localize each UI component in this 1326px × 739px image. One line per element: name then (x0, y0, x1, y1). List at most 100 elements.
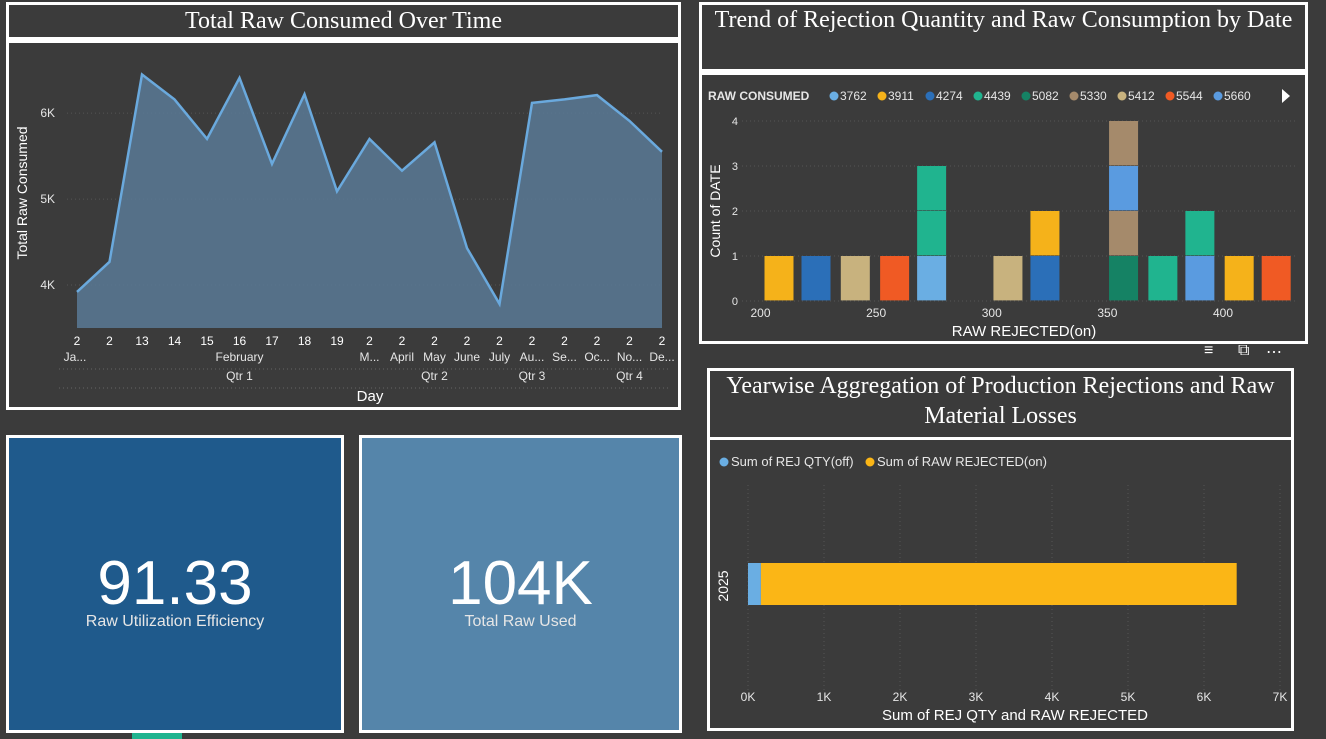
area-fill (77, 74, 662, 328)
bar-segment (748, 563, 761, 605)
x-tick-label: 3K (969, 690, 984, 704)
x-day-label: 2 (399, 334, 406, 348)
page-tab-indicator[interactable] (132, 733, 182, 739)
filter-icon[interactable]: ≡ (1204, 342, 1214, 359)
x-tick-label: 1K (817, 690, 832, 704)
x-day-label: 2 (431, 334, 438, 348)
y-tick-label: 4K (40, 278, 55, 292)
x-tick-label: 250 (866, 306, 886, 320)
bar-segment (840, 256, 870, 301)
bar-segment (760, 563, 1237, 605)
stacked-chart-title: Trend of Rejection Quantity and Raw Cons… (699, 2, 1308, 72)
legend-marker (925, 91, 935, 101)
x-tick-label: 2K (893, 690, 908, 704)
x-axis-title: RAW REJECTED(on) (952, 323, 1096, 340)
x-quarter-label: Qtr 3 (519, 369, 546, 383)
bar-segment (1185, 211, 1215, 256)
x-tick-label: 400 (1213, 306, 1233, 320)
x-quarter-label: Qtr 4 (616, 369, 643, 383)
x-month-label: M... (360, 350, 380, 364)
x-day-label: 2 (106, 334, 113, 348)
bar-segment (1109, 211, 1139, 256)
stacked-chart[interactable]: RAW CONSUMED 3762 3911 4274 4439 5082 5330 5412… (702, 75, 1305, 341)
y-tick-label: 4 (732, 116, 738, 128)
bar-segment (1109, 121, 1139, 166)
x-day-label: 2 (659, 334, 666, 348)
line-chart[interactable]: 6K 5K 4K 2 2 13 14 15 16 17 18 19 2 2 2 2 2 2 2 2 2 2 Ja... Feb… (9, 43, 678, 407)
x-month-label: De... (649, 350, 674, 364)
legend-marker (865, 457, 875, 467)
bar-segment (801, 256, 831, 301)
x-axis-title: Sum of REJ QTY and RAW REJECTED (882, 707, 1148, 724)
x-day-label: 18 (298, 334, 312, 348)
x-day-label: 17 (265, 334, 279, 348)
x-day-label: 2 (626, 334, 633, 348)
y-tick-label: 0 (732, 296, 738, 308)
bar-segment (1109, 256, 1139, 301)
x-month-label: July (489, 350, 510, 364)
legend-marker (1021, 91, 1031, 101)
y-tick-label: 3 (732, 161, 738, 173)
line-chart-panel[interactable]: 6K 5K 4K 2 2 13 14 15 16 17 18 19 2 2 2 2 2 2 2 2 2 2 Ja... Feb… (6, 40, 681, 410)
x-tick-label: 0K (741, 690, 756, 704)
legend-label: Sum of RAW REJECTED(on) (877, 454, 1047, 469)
bar-segment (1030, 256, 1060, 301)
x-tick-label: 200 (750, 306, 770, 320)
x-tick-label: 350 (1097, 306, 1117, 320)
bar-chart-title: Yearwise Aggregation of Production Rejec… (707, 368, 1294, 440)
bar-chart[interactable]: Sum of REJ QTY(off) Sum of RAW REJECTED(o… (710, 440, 1291, 728)
x-tick-label: 7K (1273, 690, 1288, 704)
y-tick-label: 5K (40, 192, 55, 206)
legend-label: 4274 (936, 89, 963, 103)
x-month-label: Au... (520, 350, 545, 364)
y-axis-title: Count of DATE (707, 164, 723, 257)
stacked-chart-panel[interactable]: RAW CONSUMED 3762 3911 4274 4439 5082 5330 5412… (699, 72, 1308, 344)
x-quarter-label: Qtr 1 (226, 369, 253, 383)
bar-segment (917, 256, 947, 301)
x-day-label: 2 (561, 334, 568, 348)
x-axis-title: Day (357, 388, 384, 405)
total-raw-label: Total Raw Used (464, 613, 577, 630)
x-day-label: 2 (594, 334, 601, 348)
more-options-icon[interactable]: ⋯ (1266, 344, 1282, 361)
x-day-label: 2 (74, 334, 81, 348)
legend-marker (1165, 91, 1175, 101)
x-day-label: 14 (168, 334, 182, 348)
bar-chart-panel[interactable]: Sum of REJ QTY(off) Sum of RAW REJECTED(o… (707, 440, 1294, 731)
y-tick-label: 1 (732, 251, 738, 263)
total-raw-card[interactable]: 104K Total Raw Used (359, 435, 682, 733)
bar-segment (1224, 256, 1254, 301)
y-tick-label: 6K (40, 106, 55, 120)
y-tick-label: 2 (732, 206, 738, 218)
x-day-label: 2 (529, 334, 536, 348)
efficiency-card[interactable]: 91.33 Raw Utilization Efficiency (6, 435, 344, 733)
x-month-label: June (454, 350, 480, 364)
legend-marker (973, 91, 983, 101)
bar-segment (1148, 256, 1178, 301)
x-day-label: 15 (200, 334, 214, 348)
focus-mode-icon[interactable]: ⧉ (1238, 342, 1250, 359)
bar-segment (1185, 256, 1215, 301)
bar-segment (1109, 166, 1139, 211)
total-raw-value: 104K (448, 549, 593, 618)
legend-marker (1069, 91, 1079, 101)
legend-marker (829, 91, 839, 101)
x-tick-label: 300 (982, 306, 1002, 320)
legend-marker (877, 91, 887, 101)
legend-marker (1117, 91, 1127, 101)
x-month-label: Ja... (64, 350, 87, 364)
efficiency-label: Raw Utilization Efficiency (85, 613, 265, 630)
x-day-label: 2 (464, 334, 471, 348)
x-month-label: No... (617, 350, 642, 364)
legend-label: 5544 (1176, 89, 1203, 103)
bar-segment (993, 256, 1023, 301)
x-tick-label: 4K (1045, 690, 1060, 704)
bar-segment (1261, 256, 1291, 301)
bar-segment (880, 256, 910, 301)
legend-label: 5082 (1032, 89, 1059, 103)
legend-label: 3911 (888, 89, 914, 103)
efficiency-value: 91.33 (97, 549, 253, 618)
x-day-label: 2 (366, 334, 373, 348)
x-month-label: February (215, 350, 263, 364)
bar-segment (917, 211, 947, 256)
